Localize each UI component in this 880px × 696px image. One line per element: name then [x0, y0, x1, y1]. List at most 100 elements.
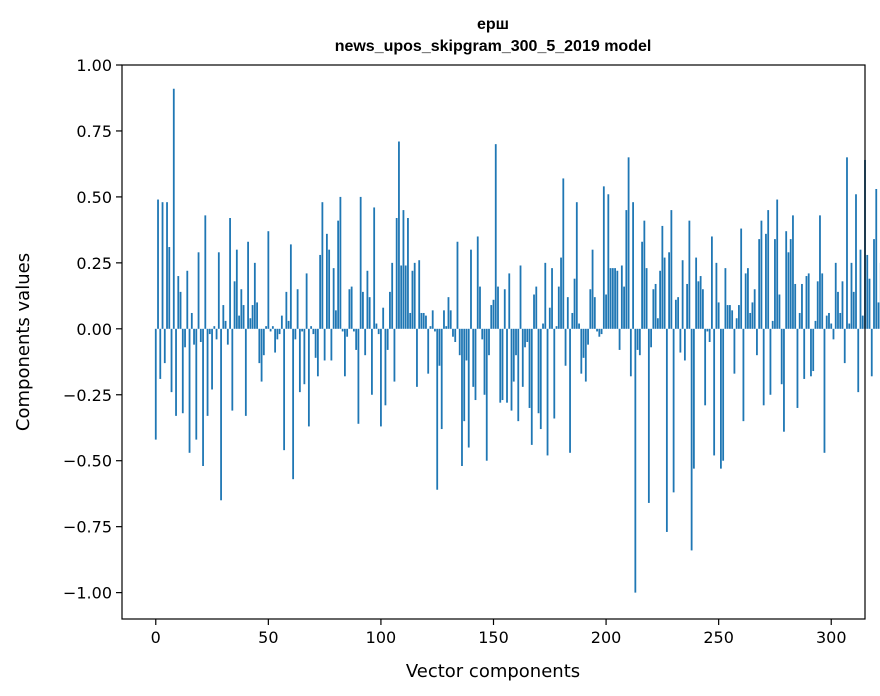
bar: [343, 328, 346, 377]
bar: [328, 249, 331, 329]
bar: [661, 225, 664, 329]
bar: [294, 328, 297, 340]
bar: [195, 328, 198, 440]
bar: [589, 289, 592, 329]
bar: [798, 312, 801, 329]
bar: [364, 328, 367, 356]
bar: [668, 252, 671, 329]
bar: [307, 328, 310, 427]
bar: [314, 328, 317, 358]
bar: [492, 299, 495, 329]
bar: [420, 312, 423, 329]
bar: [654, 283, 657, 329]
bar: [359, 196, 362, 329]
bar: [224, 320, 227, 329]
bar: [362, 291, 364, 329]
bar: [767, 210, 770, 329]
bar: [409, 312, 412, 329]
bar: [494, 144, 497, 329]
bar: [452, 328, 454, 337]
bar: [762, 328, 765, 406]
bar: [375, 323, 378, 329]
bar: [220, 328, 222, 501]
bar: [618, 328, 621, 350]
bar: [729, 305, 731, 329]
bar: [677, 297, 680, 329]
bar: [393, 328, 396, 382]
bar: [215, 328, 218, 340]
bar: [199, 328, 202, 342]
bar: [526, 328, 529, 342]
bar: [859, 249, 862, 329]
bar: [850, 262, 853, 329]
y-tick-label: 0.75: [76, 122, 112, 141]
bar: [794, 283, 797, 329]
bar: [852, 291, 855, 329]
bar: [391, 262, 394, 329]
bar: [722, 328, 725, 461]
bar: [348, 289, 351, 329]
bar: [235, 249, 238, 329]
bar: [172, 88, 175, 329]
bar: [695, 257, 698, 329]
bar: [334, 310, 337, 329]
bar: [280, 315, 283, 329]
bar: [508, 273, 511, 329]
bar: [873, 239, 875, 329]
bar: [233, 281, 236, 329]
bar: [697, 281, 700, 329]
bar: [305, 273, 308, 329]
bar: [271, 326, 274, 329]
bar: [706, 328, 709, 332]
bar: [168, 247, 171, 329]
bar: [404, 265, 407, 329]
bar: [663, 257, 666, 329]
bar: [783, 328, 785, 432]
x-tick-label: 50: [258, 628, 278, 647]
bar: [575, 202, 578, 329]
bar: [278, 328, 281, 335]
bar: [425, 315, 427, 329]
bar: [436, 328, 439, 490]
bar: [688, 220, 691, 329]
bar: [848, 323, 851, 329]
bar: [341, 328, 344, 332]
bar: [463, 328, 466, 422]
bar: [292, 328, 295, 480]
bar: [708, 328, 711, 342]
bar: [672, 328, 675, 493]
bar: [751, 302, 754, 329]
bar: [796, 328, 799, 408]
bar: [839, 312, 842, 329]
bar: [506, 328, 508, 403]
bar: [483, 328, 486, 395]
bar: [699, 276, 702, 329]
bar: [596, 328, 598, 332]
bar: [616, 270, 619, 329]
bar: [454, 328, 457, 342]
bar: [465, 328, 468, 361]
x-tick-label: 100: [366, 628, 397, 647]
bar: [350, 286, 353, 329]
bar: [701, 289, 704, 329]
bar: [461, 328, 463, 466]
bar: [269, 328, 272, 332]
bar: [546, 328, 549, 456]
bar: [760, 220, 763, 329]
bar: [276, 328, 279, 340]
bar: [855, 194, 857, 329]
y-tick-label: 0.25: [76, 254, 112, 273]
bar: [846, 157, 848, 329]
bar: [553, 328, 556, 419]
bar: [411, 270, 414, 329]
bar: [710, 236, 713, 329]
bar: [447, 297, 450, 329]
bar: [332, 268, 335, 329]
bar: [499, 328, 502, 403]
bar: [479, 286, 481, 329]
bar: [357, 328, 360, 424]
x-tick-label: 300: [816, 628, 847, 647]
x-axis-label: Vector components: [406, 661, 580, 682]
chart-title: ерш: [477, 16, 509, 33]
bar: [551, 268, 553, 329]
